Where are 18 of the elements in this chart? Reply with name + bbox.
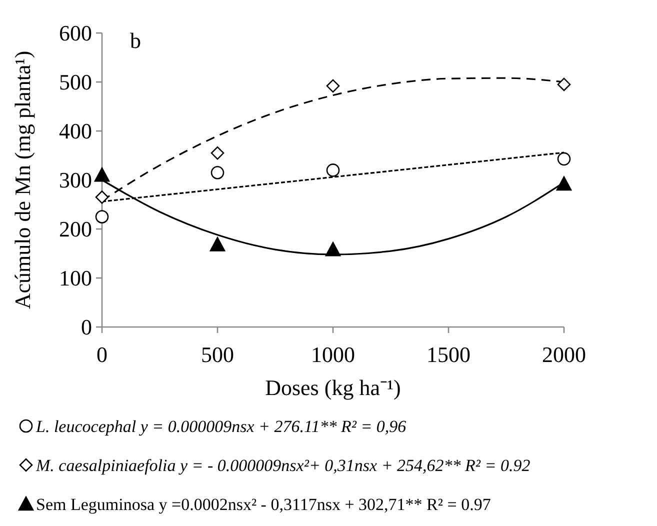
y-tick-label: 400 — [59, 118, 92, 144]
x-tick-label: 1500 — [426, 342, 470, 367]
y-axis-title: Acúmulo de Mn (mg planta¹) — [10, 50, 35, 310]
legend-label: L. leucocephal y = 0.000009nsx + 276.11** R² = 0,96 — [35, 417, 407, 436]
y-tick-label: 500 — [59, 70, 92, 95]
legend-label: Sem Leguminosa y =0.0002nsx² - 0,3117nsx + 302,71** R² = 0.97 — [36, 495, 492, 514]
y-tick-label: 100 — [59, 266, 92, 291]
y-tick-label: 0 — [81, 314, 92, 340]
y-tick-label: 200 — [59, 216, 92, 242]
annotation: b — [130, 28, 141, 53]
x-tick-label: 0 — [96, 342, 108, 367]
x-tick-label: 2000 — [542, 342, 586, 367]
x-tick-label: 500 — [201, 342, 234, 367]
y-tick-label: 300 — [59, 168, 92, 193]
y-tick-label: 600 — [59, 20, 92, 46]
legend-label: M. caesalpiniaefolia y = - 0.000009nsx²+ 0,31nsx + 254,62** R² = 0.92 — [35, 456, 531, 475]
x-tick-label: 1000 — [311, 342, 355, 367]
x-axis-title: Doses (kg ha⁻¹) — [265, 375, 401, 400]
